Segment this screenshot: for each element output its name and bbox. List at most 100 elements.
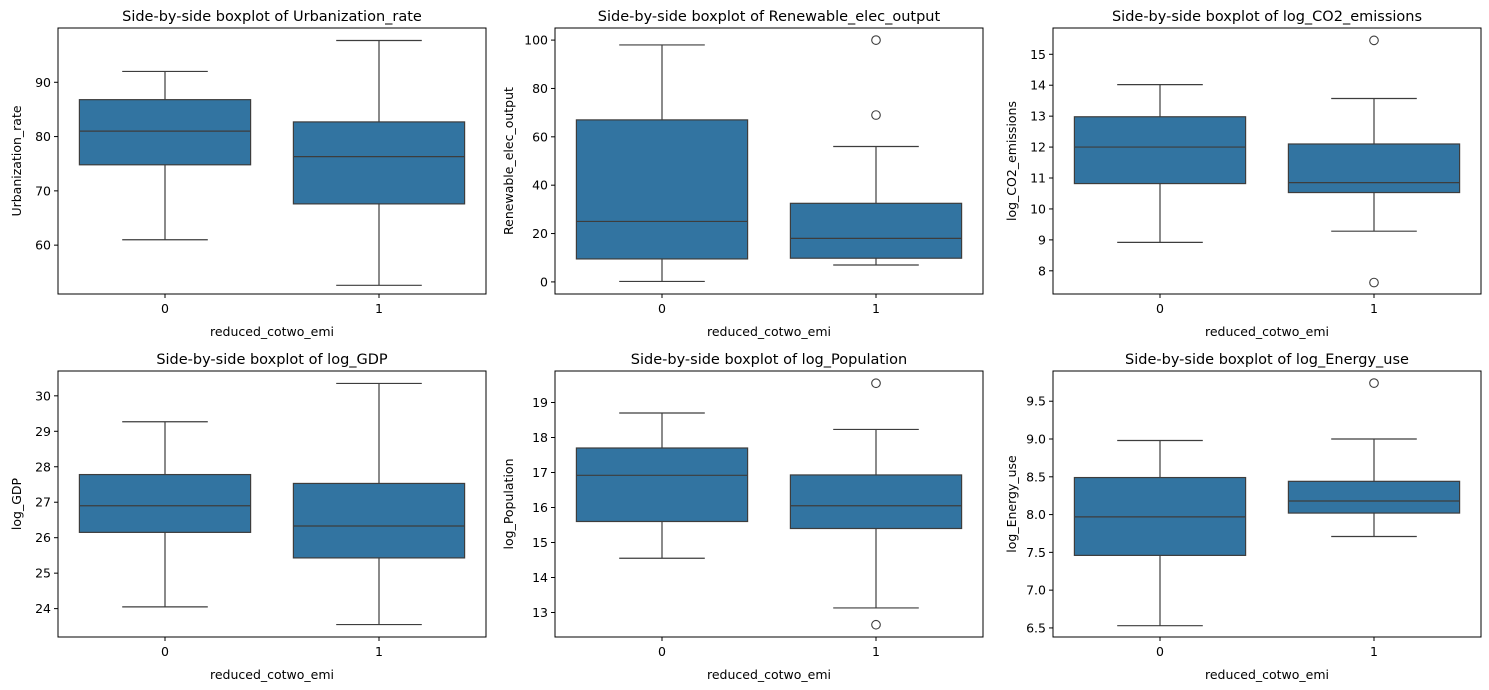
- iqr-box: [1287, 480, 1461, 514]
- y-tick-label: 8: [1038, 263, 1046, 278]
- y-axis-label: log_GDP: [9, 477, 24, 530]
- plot-frame: [57, 27, 487, 295]
- x-axis-label: reduced_cotwo_emi: [210, 324, 334, 339]
- y-axis-label: Urbanization_rate: [9, 105, 24, 216]
- x-tick-label: 0: [658, 644, 666, 659]
- chart-title: Side-by-side boxplot of Urbanization_rat…: [122, 9, 422, 25]
- x-tick-label: 1: [375, 301, 383, 316]
- box-group-0: [78, 70, 252, 241]
- x-axis-label: reduced_cotwo_emi: [210, 667, 334, 682]
- chart-panel-5: Side-by-side boxplot of log_Energy_use 6.…: [1004, 352, 1482, 682]
- y-tick-label: 18: [532, 430, 548, 445]
- y-tick-label: 6.5: [1026, 620, 1046, 635]
- chart-panel-0: Side-by-side boxplot of Urbanization_rat…: [9, 9, 487, 339]
- x-tick-label: 1: [872, 644, 880, 659]
- chart-panel-2: Side-by-side boxplot of log_CO2_emission…: [1004, 9, 1482, 339]
- y-tick-label: 13: [1030, 109, 1046, 124]
- x-tick-label: 0: [1156, 301, 1164, 316]
- outlier-point: [1369, 35, 1379, 46]
- box-group-0: [1073, 439, 1247, 627]
- y-tick-label: 10: [1030, 201, 1046, 216]
- y-tick-label: 12: [1030, 140, 1046, 155]
- y-tick-label: 17: [532, 465, 548, 480]
- box-group-0: [575, 412, 749, 559]
- iqr-box: [78, 99, 252, 166]
- y-tick-label: 20: [532, 226, 548, 241]
- y-tick-label: 60: [35, 238, 51, 253]
- y-tick-label: 30: [35, 388, 51, 403]
- y-tick-label: 13: [532, 605, 548, 620]
- box-group-1: [789, 378, 963, 630]
- iqr-box: [789, 474, 963, 530]
- iqr-box: [789, 202, 963, 259]
- y-axis-label: log_Energy_use: [1004, 455, 1019, 553]
- x-axis-label: reduced_cotwo_emi: [1205, 324, 1329, 339]
- y-tick-label: 16: [532, 500, 548, 515]
- outlier-point: [871, 378, 881, 389]
- x-tick-label: 1: [1370, 644, 1378, 659]
- y-tick-label: 100: [524, 33, 548, 48]
- outlier-point: [871, 619, 881, 630]
- iqr-box: [1287, 143, 1461, 194]
- chart-title: Side-by-side boxplot of Renewable_elec_o…: [598, 9, 941, 25]
- outlier-point: [1369, 378, 1379, 388]
- box-group-1: [292, 39, 466, 286]
- box-group-1: [292, 382, 466, 626]
- x-tick-label: 0: [658, 301, 666, 316]
- y-tick-label: 25: [35, 566, 51, 581]
- y-tick-label: 14: [532, 570, 548, 585]
- y-tick-label: 19: [532, 395, 548, 410]
- y-tick-label: 9: [1038, 232, 1046, 247]
- chart-title: Side-by-side boxplot of log_Population: [631, 352, 907, 368]
- y-tick-label: 26: [35, 530, 51, 545]
- iqr-box: [575, 447, 749, 523]
- y-tick-label: 8.0: [1026, 507, 1046, 522]
- y-tick-label: 14: [1030, 78, 1046, 93]
- outlier-point: [871, 110, 881, 120]
- y-tick-label: 9.0: [1026, 432, 1046, 447]
- y-tick-label: 0: [540, 274, 548, 289]
- outlier-point: [1369, 277, 1379, 288]
- x-tick-label: 1: [1370, 301, 1378, 316]
- y-tick-label: 70: [35, 183, 51, 198]
- y-tick-label: 29: [35, 424, 51, 439]
- box-group-0: [1073, 84, 1247, 243]
- y-tick-label: 40: [532, 178, 548, 193]
- chart-title: Side-by-side boxplot of log_GDP: [156, 352, 388, 368]
- x-axis-label: reduced_cotwo_emi: [1205, 667, 1329, 682]
- y-tick-label: 15: [532, 535, 548, 550]
- x-tick-label: 1: [375, 644, 383, 659]
- y-axis-label: log_Population: [501, 459, 516, 550]
- iqr-box: [575, 119, 749, 260]
- y-tick-label: 80: [35, 129, 51, 144]
- outlier-point: [871, 35, 881, 45]
- y-tick-label: 11: [1030, 171, 1046, 186]
- chart-panel-1: Side-by-side boxplot of Renewable_elec_o…: [501, 9, 984, 339]
- y-tick-label: 24: [35, 601, 51, 616]
- box-group-1: [1287, 378, 1461, 538]
- iqr-box: [292, 121, 466, 205]
- y-axis-label: log_CO2_emissions: [1004, 101, 1019, 221]
- x-tick-label: 0: [161, 644, 169, 659]
- y-tick-label: 90: [35, 75, 51, 90]
- y-tick-label: 7.0: [1026, 583, 1046, 598]
- box-group-0: [78, 421, 252, 608]
- iqr-box: [1073, 116, 1247, 185]
- plot-frame: [1052, 370, 1482, 638]
- iqr-box: [78, 473, 252, 533]
- chart-panel-3: Side-by-side boxplot of log_GDP 24 25 26 27 2…: [9, 352, 487, 682]
- x-tick-label: 0: [1156, 644, 1164, 659]
- chart-title: Side-by-side boxplot of log_Energy_use: [1125, 352, 1409, 368]
- box-group-0: [575, 44, 749, 283]
- y-tick-label: 27: [35, 495, 51, 510]
- chart-title: Side-by-side boxplot of log_CO2_emission…: [1112, 9, 1422, 25]
- chart-panel-4: Side-by-side boxplot of log_Population 13…: [501, 352, 984, 682]
- box-group-1: [1287, 35, 1461, 288]
- y-tick-label: 60: [532, 129, 548, 144]
- x-axis-label: reduced_cotwo_emi: [707, 667, 831, 682]
- x-axis-label: reduced_cotwo_emi: [707, 324, 831, 339]
- y-tick-label: 80: [532, 81, 548, 96]
- y-tick-label: 9.5: [1026, 394, 1046, 409]
- y-tick-label: 15: [1030, 47, 1046, 62]
